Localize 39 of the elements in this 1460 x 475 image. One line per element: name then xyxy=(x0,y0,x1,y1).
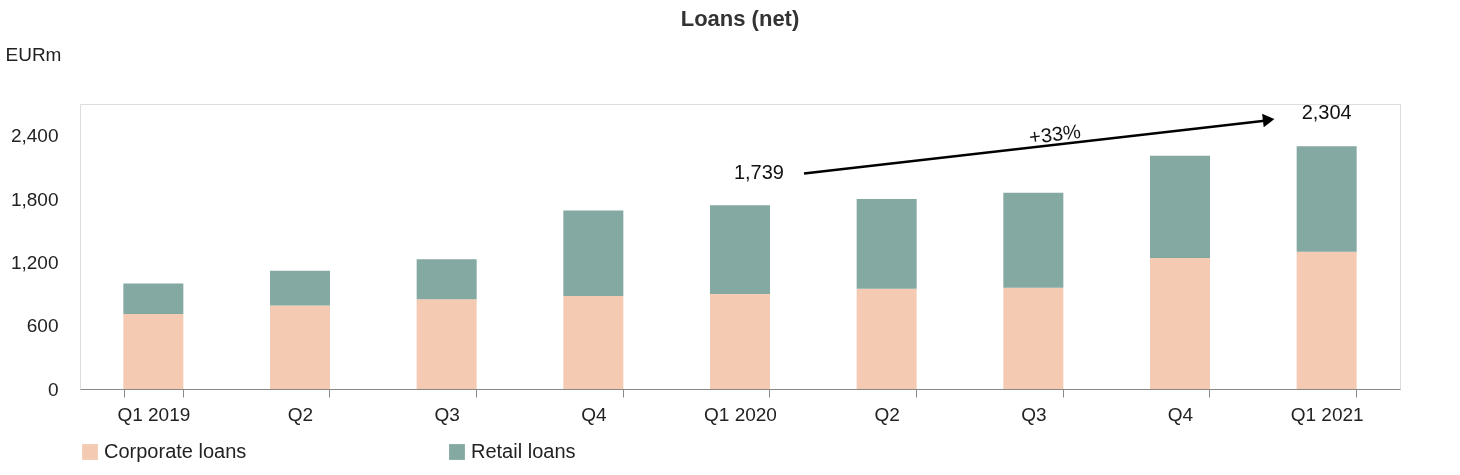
bar xyxy=(563,210,624,297)
x-tick-label: Q4 xyxy=(581,403,607,425)
y-tick-label: 1,800 xyxy=(10,188,59,210)
bar xyxy=(123,283,184,315)
x-tick-label: Q1 2019 xyxy=(117,403,191,425)
bar xyxy=(123,314,184,389)
x-tick-label: Q2 xyxy=(287,403,314,425)
annotation: 2,304 xyxy=(1301,100,1352,123)
y-tick-label: 2,400 xyxy=(10,125,59,147)
x-tick-label: Q2 xyxy=(874,403,900,425)
y-tick-label: 0 xyxy=(47,378,59,400)
bar xyxy=(856,199,917,289)
bar xyxy=(1150,258,1210,389)
legend-label: Retail loans xyxy=(471,440,576,462)
legend-label: Corporate loans xyxy=(104,440,247,462)
bar xyxy=(270,305,330,389)
y-tick-label: 600 xyxy=(26,315,59,337)
y-axis-title: EURm xyxy=(5,43,62,65)
chart-title: Loans (net) xyxy=(680,6,800,31)
x-tick-label: Q4 xyxy=(1167,403,1194,425)
bar xyxy=(1296,146,1357,252)
bar xyxy=(1296,251,1357,389)
bar xyxy=(270,270,330,306)
x-tick-label: Q1 2020 xyxy=(704,403,777,425)
x-tick-label: Q3 xyxy=(1021,403,1047,425)
annotation: +33% xyxy=(1027,119,1083,149)
bar xyxy=(856,288,917,389)
bar xyxy=(710,294,770,389)
bar xyxy=(416,259,477,300)
bar xyxy=(1003,287,1064,389)
bar xyxy=(1150,155,1210,259)
bar xyxy=(416,299,477,389)
y-tick-label: 1,200 xyxy=(10,251,59,273)
bar xyxy=(563,296,624,389)
x-tick-label: Q3 xyxy=(434,403,460,425)
bar xyxy=(710,205,770,294)
bar xyxy=(1003,192,1064,288)
annotation: 1,739 xyxy=(733,161,784,184)
x-tick-label: Q1 2021 xyxy=(1290,403,1364,425)
